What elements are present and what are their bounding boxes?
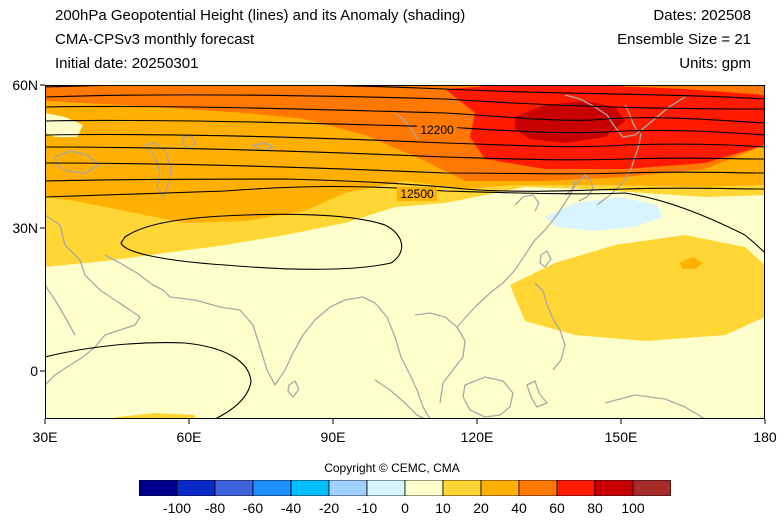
coastlines [45,94,706,419]
colorbar-swatch [518,480,558,496]
colorbar-label: -40 [280,500,302,516]
colorbar-label: 0 [401,500,409,516]
contour-line [45,94,765,110]
colorbar-swatch [480,480,520,496]
ensemble-size: Ensemble Size = 21 [617,31,751,48]
coast-bay-of-bengal [362,296,431,419]
colorbar-swatch [632,480,671,496]
anomaly-neg-japan [545,197,663,231]
colorbar-swatch [442,480,482,496]
contour-line [45,178,765,192]
colorbar-label: 60 [549,500,565,516]
colorbar-swatch [328,480,368,496]
coast-sumatra [374,379,426,419]
coast-russia-east [564,94,686,138]
x-label-120e: 120E [460,429,494,445]
contour-line [45,85,765,100]
y-label-60n: 60N [12,77,38,93]
colorbar-swatch [404,480,444,496]
forecast-dates: Dates: 202508 [653,7,751,24]
contour-line [45,133,765,148]
copyright: Copyright © CEMC, CMA [324,461,460,475]
anomaly-spot-pacific [679,257,703,269]
contour-label-12500: 12500 [400,187,434,201]
anomaly-spot-sw [115,413,195,419]
coast-india [169,296,364,386]
contour-line [45,342,252,419]
colorbar-swatch [176,480,216,496]
colorbar-swatch [290,480,330,496]
colorbar-swatch [252,480,292,496]
coast-srilanka [287,380,300,398]
anomaly-spot-west [45,113,83,137]
colorbar-swatch [556,480,596,496]
x-label-180: 180 [753,429,777,445]
contour-line [45,162,765,175]
coast-new-guinea [604,394,706,419]
colorbar-label: -10 [356,500,378,516]
contour-line [45,105,765,124]
x-label-150e: 150E [604,429,638,445]
contour-line [45,119,765,136]
y-label-30n: 30N [12,220,38,236]
coast-sulawesi [526,380,548,408]
map-title: 200hPa Geopotential Height (lines) and i… [55,7,466,24]
model-name: CMA-CPSv3 monthly forecast [55,31,255,48]
coast-persian-gulf [104,254,171,298]
anomaly-weak-south [510,235,765,341]
coast-taiwan [539,250,552,268]
coast-balkhash [252,142,274,152]
coast-indochina [414,312,466,404]
colorbar-swatch [366,480,406,496]
initial-date: Initial date: 20250301 [55,55,199,72]
contour-line [45,185,765,254]
coast-black-sea [54,150,100,174]
coast-borneo [462,376,514,418]
units: Units: gpm [679,55,751,72]
colorbar-label: -60 [242,500,264,516]
colorbar-swatch [594,480,634,496]
colorbar-label: 100 [621,500,645,516]
colorbar-label: -100 [162,500,192,516]
contour-line [120,213,403,270]
colorbar-label: 20 [473,500,489,516]
coast-caspian [144,142,172,198]
colorbar [139,480,671,496]
x-label-90e: 90E [320,429,346,445]
colorbar-label: 40 [511,500,527,516]
y-label-eq: 0 [30,363,38,379]
colorbar-label: -80 [204,500,226,516]
coast-korea [564,174,594,202]
colorbar-swatch [139,480,178,496]
x-label-30e: 30E [32,429,58,445]
map-frame [45,85,765,419]
coast-red-sea [45,284,76,336]
coast-middle-east [45,214,141,386]
coast-philippines [534,282,566,371]
anomaly-map: 12200 12500 [45,85,765,419]
coast-bohai [514,194,540,212]
coast-south-china [456,180,576,328]
contour-line [45,146,765,161]
contour-label-12200: 12200 [420,123,454,137]
colorbar-label: 80 [587,500,603,516]
colorbar-label: -20 [318,500,340,516]
x-label-60e: 60E [176,429,202,445]
colorbar-swatch [214,480,254,496]
height-contours [45,85,765,419]
colorbar-label: 10 [435,500,451,516]
